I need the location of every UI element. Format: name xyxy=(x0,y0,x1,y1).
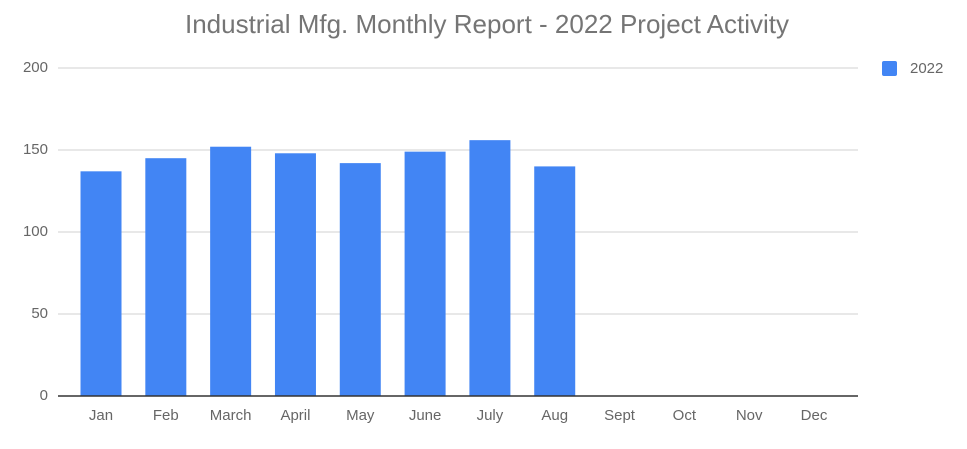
x-tick-label: April xyxy=(280,407,310,424)
x-tick-label: May xyxy=(346,407,375,424)
x-tick-label: Feb xyxy=(153,407,179,424)
bar xyxy=(469,140,511,396)
y-tick-label: 200 xyxy=(23,59,48,76)
y-tick-label: 100 xyxy=(23,223,48,240)
bar xyxy=(274,153,316,396)
bar xyxy=(404,151,446,396)
x-tick-label: Jan xyxy=(89,407,113,424)
x-tick-label: Oct xyxy=(673,407,697,424)
chart-title: Industrial Mfg. Monthly Report - 2022 Pr… xyxy=(185,9,789,39)
x-tick-label: Dec xyxy=(801,407,828,424)
bar xyxy=(339,163,381,396)
legend-swatch xyxy=(882,61,897,76)
bar xyxy=(534,166,576,396)
x-tick-label: July xyxy=(477,407,504,424)
legend-label: 2022 xyxy=(910,60,943,77)
x-tick-label: Nov xyxy=(736,407,763,424)
x-tick-label: March xyxy=(210,407,252,424)
bar xyxy=(210,146,252,396)
bar xyxy=(145,158,187,396)
bar xyxy=(80,171,122,396)
y-tick-label: 50 xyxy=(31,305,48,322)
y-tick-label: 0 xyxy=(40,387,48,404)
x-tick-label: June xyxy=(409,407,442,424)
y-tick-label: 150 xyxy=(23,141,48,158)
x-tick-label: Aug xyxy=(541,407,568,424)
x-tick-label: Sept xyxy=(604,407,636,424)
